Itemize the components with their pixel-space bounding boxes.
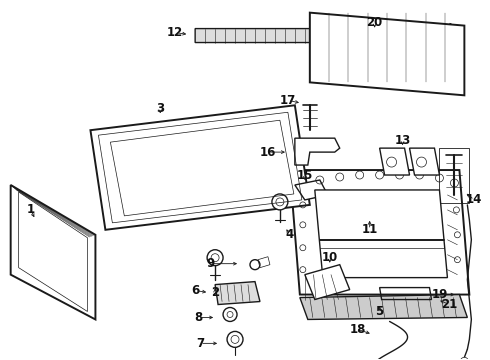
- Circle shape: [461, 357, 468, 360]
- Polygon shape: [300, 294, 467, 319]
- Text: 9: 9: [206, 257, 214, 270]
- Circle shape: [223, 307, 237, 321]
- Text: 13: 13: [394, 134, 411, 147]
- Text: 1: 1: [26, 203, 35, 216]
- Text: 2: 2: [211, 286, 219, 299]
- Text: 16: 16: [260, 145, 276, 159]
- Polygon shape: [195, 28, 355, 53]
- Polygon shape: [380, 148, 410, 175]
- Text: 3: 3: [156, 102, 164, 115]
- Text: 17: 17: [280, 94, 296, 107]
- Text: 18: 18: [349, 323, 366, 336]
- Circle shape: [250, 260, 260, 270]
- Polygon shape: [295, 180, 328, 200]
- Text: 8: 8: [194, 311, 202, 324]
- Bar: [440, 148, 469, 203]
- Text: 20: 20: [367, 16, 383, 29]
- Circle shape: [227, 332, 243, 347]
- Polygon shape: [295, 138, 340, 165]
- Text: 11: 11: [362, 223, 378, 236]
- Polygon shape: [410, 148, 440, 175]
- Circle shape: [272, 194, 288, 210]
- Text: 15: 15: [296, 168, 313, 181]
- Text: 10: 10: [321, 251, 338, 264]
- Text: 21: 21: [441, 298, 458, 311]
- Polygon shape: [91, 105, 310, 230]
- Text: 12: 12: [167, 26, 183, 39]
- Polygon shape: [310, 13, 465, 95]
- Text: 14: 14: [466, 193, 483, 206]
- Circle shape: [207, 250, 223, 266]
- Polygon shape: [11, 185, 96, 319]
- Polygon shape: [290, 170, 469, 294]
- Text: 19: 19: [431, 288, 448, 301]
- Text: 6: 6: [191, 284, 199, 297]
- Polygon shape: [315, 190, 447, 278]
- Text: 5: 5: [375, 305, 384, 318]
- Polygon shape: [215, 282, 260, 305]
- Polygon shape: [305, 265, 350, 300]
- Text: 4: 4: [286, 228, 294, 241]
- Text: 7: 7: [196, 337, 204, 350]
